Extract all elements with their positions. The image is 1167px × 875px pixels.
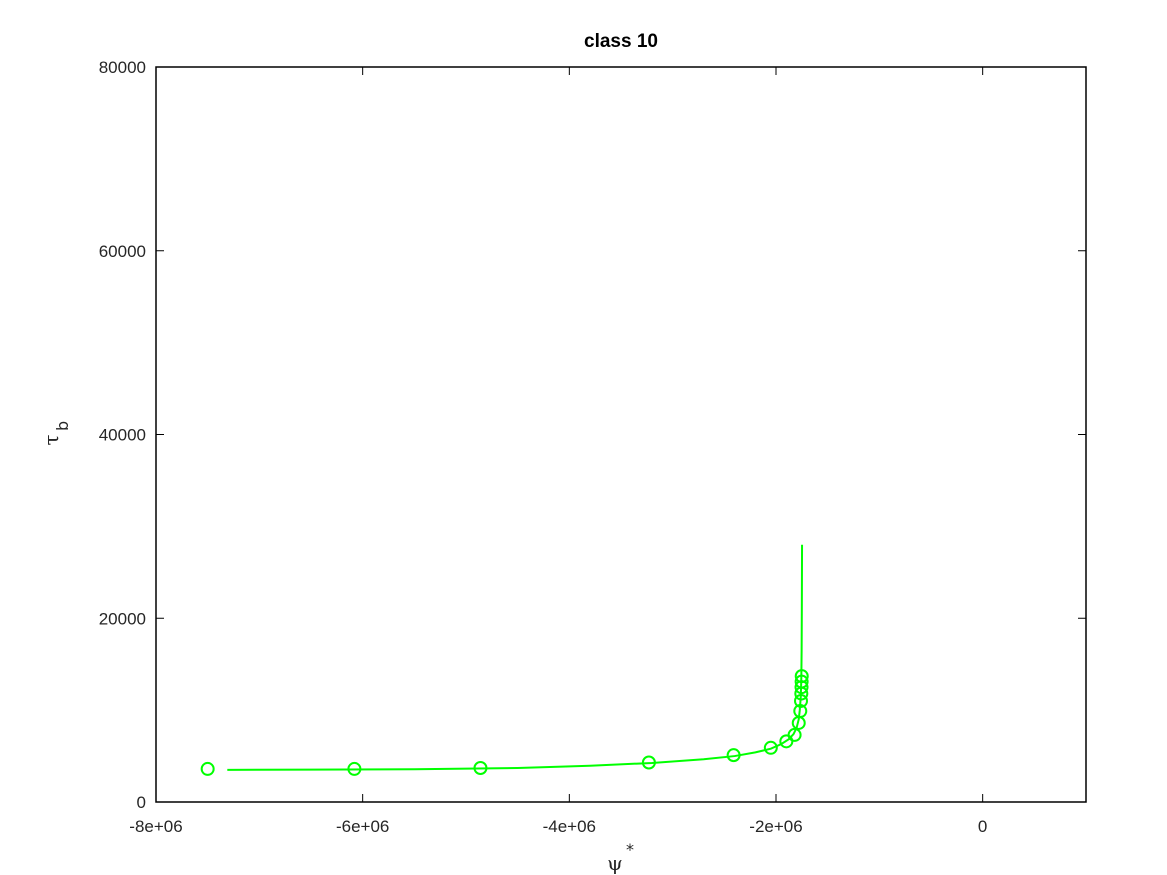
y-axis-label: τ b: [39, 421, 72, 446]
y-axis-label-symbol: τ: [39, 434, 63, 445]
data-point-marker: [641, 755, 656, 770]
data-point-marker: [726, 748, 741, 763]
x-tick-label: -4e+06: [543, 817, 596, 836]
y-axis-label-subscript: b: [53, 421, 72, 431]
x-tick-label: -6e+06: [336, 817, 389, 836]
y-tick-label: 20000: [99, 609, 146, 628]
data-point-marker: [200, 761, 215, 776]
x-tick-label: -8e+06: [129, 817, 182, 836]
x-tick-label: 0: [978, 817, 987, 836]
y-tick-label: 60000: [99, 242, 146, 261]
data-point-marker: [794, 693, 809, 708]
data-point-marker: [793, 704, 808, 719]
y-axis-ticks: 0 20000 40000 60000 80000: [99, 58, 1086, 812]
x-tick-label: -2e+06: [749, 817, 802, 836]
data-point-marker: [787, 727, 802, 742]
y-tick-label: 0: [137, 793, 146, 812]
x-axis-ticks: -8e+06 -6e+06 -4e+06 -2e+06 0: [129, 67, 987, 836]
x-axis-label-symbol: ψ: [607, 851, 623, 875]
x-axis-label-superscript: *: [626, 840, 634, 859]
x-axis-label: ψ *: [607, 840, 634, 875]
data-point-marker: [794, 674, 809, 689]
data-point-marker: [763, 740, 778, 755]
y-tick-label: 40000: [99, 426, 146, 445]
data-point-marker: [794, 669, 809, 684]
data-point-marker: [347, 761, 362, 776]
series-layer: [200, 544, 809, 776]
chart-title: class 10: [584, 31, 658, 52]
data-point-marker: [473, 761, 488, 776]
plot-area: [156, 67, 1086, 802]
y-tick-label: 80000: [99, 58, 146, 77]
